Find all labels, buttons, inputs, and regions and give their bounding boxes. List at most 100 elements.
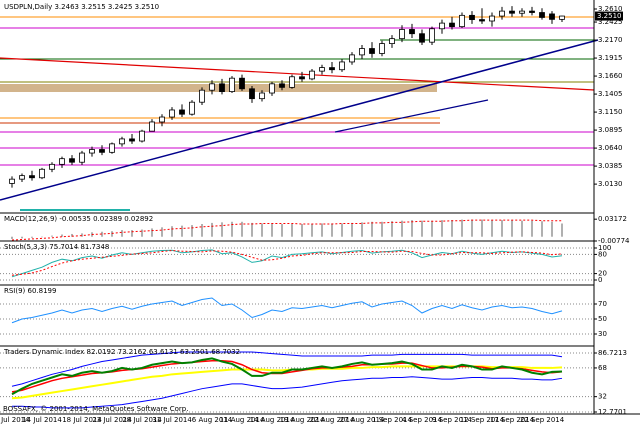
y-tick-label: 3.0895	[598, 126, 623, 134]
candle-body	[559, 15, 565, 20]
trend-line	[334, 99, 489, 133]
x-tick-label: 9 Jul 2014	[0, 416, 30, 424]
histogram-bar	[351, 222, 353, 237]
candle-body	[409, 29, 415, 35]
histogram-bar	[501, 220, 503, 237]
y-tick-label: 0.03172	[598, 215, 627, 223]
histogram-bar	[171, 226, 173, 237]
histogram-bar	[471, 219, 473, 237]
x-tick-label: 4 Sep 2014	[402, 416, 442, 424]
histogram-bar	[431, 220, 433, 237]
candle-body	[419, 33, 425, 43]
y-tick-label: -0.00774	[598, 237, 630, 245]
histogram-bar	[391, 221, 393, 237]
histogram-bar	[71, 233, 73, 237]
histogram-bar	[251, 222, 253, 237]
histogram-bar	[121, 230, 123, 237]
candle-body	[389, 38, 395, 44]
histogram-bar	[491, 220, 493, 237]
candle-body	[469, 14, 475, 20]
histogram-bar	[21, 236, 23, 239]
candle-body	[139, 130, 145, 142]
candle-body	[539, 12, 545, 18]
candle-body	[149, 121, 155, 132]
histogram-bar	[461, 219, 463, 237]
indicator-line	[11, 357, 563, 396]
x-tick-label: 19 Aug 2014	[280, 416, 325, 424]
histogram-bar	[441, 220, 443, 237]
zone-band	[0, 84, 437, 92]
x-tick-label: 17 Sep 2014	[490, 416, 535, 424]
candle-body	[189, 101, 195, 115]
candle-body	[329, 67, 335, 71]
candle-body	[279, 83, 285, 88]
candle-body	[459, 14, 465, 28]
candle-body	[289, 76, 295, 88]
candle-body	[219, 83, 225, 93]
histogram-bar	[241, 221, 243, 237]
candle-body	[399, 29, 405, 40]
x-tick-label: 22 Sep 2014	[520, 416, 565, 424]
histogram-bar	[181, 225, 183, 237]
y-tick-label: 3.1660	[598, 72, 623, 80]
candle-body	[529, 10, 535, 13]
x-tick-label: 14 Aug 2014	[250, 416, 295, 424]
panel-title: RSI(9) 60.8199	[4, 287, 56, 295]
candle-body	[69, 158, 75, 163]
y-tick-label: 3.1405	[598, 90, 623, 98]
candle-body	[309, 70, 315, 80]
candle-body	[89, 149, 95, 154]
histogram-bar	[231, 221, 233, 237]
x-tick-label: 14 Jul 2014	[22, 416, 62, 424]
histogram-bar	[381, 221, 383, 237]
histogram-bar	[531, 220, 533, 237]
candle-body	[489, 15, 495, 22]
indicator-line	[11, 250, 563, 276]
x-tick-label: 28 Jul 2014	[122, 416, 162, 424]
candle-body	[259, 92, 265, 100]
y-tick-label: 50	[598, 315, 607, 323]
histogram-bar	[151, 228, 153, 237]
candle-body	[179, 109, 185, 115]
histogram-bar	[361, 222, 363, 237]
x-tick-label: 27 Aug 2014	[340, 416, 385, 424]
histogram-bar	[371, 221, 373, 237]
x-tick-label: 18 Jul 2014	[62, 416, 102, 424]
histogram-bar	[321, 223, 323, 237]
candle-body	[99, 149, 105, 153]
histogram-bar	[161, 227, 163, 237]
y-tick-label: 30	[598, 330, 607, 338]
candle-body	[159, 116, 165, 123]
x-tick-label: 31 Jul 2014	[152, 416, 192, 424]
histogram-bar	[131, 230, 133, 237]
y-tick-label: 86.7213	[598, 349, 627, 357]
x-tick-label: 23 Jul 2014	[92, 416, 132, 424]
x-tick-label: 12 Sep 2014	[460, 416, 505, 424]
candle-body	[339, 61, 345, 71]
histogram-bar	[341, 223, 343, 237]
candle-body	[349, 54, 355, 63]
y-tick-label: 3.2425	[598, 18, 623, 26]
histogram-bar	[11, 236, 13, 239]
candle-body	[19, 175, 25, 180]
candle-body	[229, 77, 235, 93]
candle-body	[439, 22, 445, 30]
candle-body	[249, 88, 255, 100]
last-price-label: 3.2510	[597, 12, 622, 20]
histogram-bar	[281, 224, 283, 237]
candle-body	[29, 175, 35, 179]
histogram-bar	[301, 224, 303, 237]
candle-body	[9, 178, 15, 184]
candle-body	[479, 19, 485, 22]
y-tick-label: 3.2610	[598, 5, 623, 13]
y-tick-label: 3.1150	[598, 108, 623, 116]
indicator-line	[11, 249, 563, 278]
histogram-bar	[221, 222, 223, 237]
histogram-bar	[211, 222, 213, 237]
y-tick-label: 80	[598, 250, 607, 258]
histogram-bar	[41, 236, 43, 238]
histogram-bar	[451, 220, 453, 237]
indicator-line	[11, 297, 563, 324]
candle-body	[299, 76, 305, 80]
